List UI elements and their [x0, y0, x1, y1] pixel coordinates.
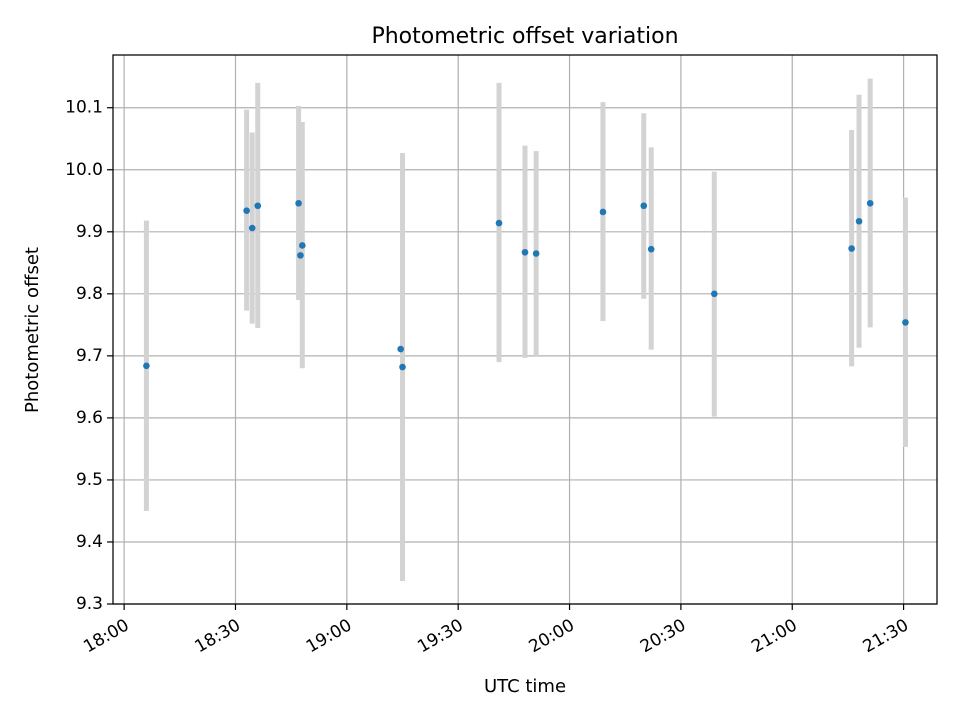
chart-title: Photometric offset variation	[371, 24, 678, 49]
data-point	[397, 345, 404, 353]
data-point	[298, 242, 306, 249]
data-point	[399, 363, 406, 371]
data-point	[143, 362, 150, 370]
y-tick-label: 9.8	[76, 284, 103, 304]
y-axis-label: Photometric offset	[22, 247, 43, 413]
data-point	[521, 248, 529, 256]
y-tick-label: 9.4	[76, 532, 103, 552]
y-tick-label: 10.1	[65, 98, 103, 118]
data-point	[848, 245, 855, 252]
y-tick-label: 9.5	[76, 470, 103, 490]
data-point	[243, 207, 250, 215]
plot-frame	[112, 54, 938, 605]
data-point	[855, 217, 863, 225]
x-axis-label: UTC time	[484, 676, 566, 697]
y-tick-label: 9.6	[76, 408, 103, 428]
data-point	[254, 202, 262, 210]
data-point	[297, 252, 304, 259]
y-tick-label: 9.7	[76, 346, 103, 366]
data-point	[902, 319, 909, 326]
y-tick-label: 9.3	[76, 594, 103, 614]
data-point	[866, 199, 874, 207]
y-tick-label: 9.9	[76, 222, 103, 242]
data-point	[710, 290, 718, 298]
y-tick-label: 10.0	[65, 160, 103, 180]
data-point	[647, 245, 655, 253]
data-point	[640, 202, 648, 210]
data-point	[295, 199, 302, 207]
data-point	[599, 208, 607, 216]
data-point	[495, 219, 503, 227]
data-point	[532, 250, 540, 257]
point-layer	[143, 199, 909, 371]
data-point	[248, 224, 256, 232]
